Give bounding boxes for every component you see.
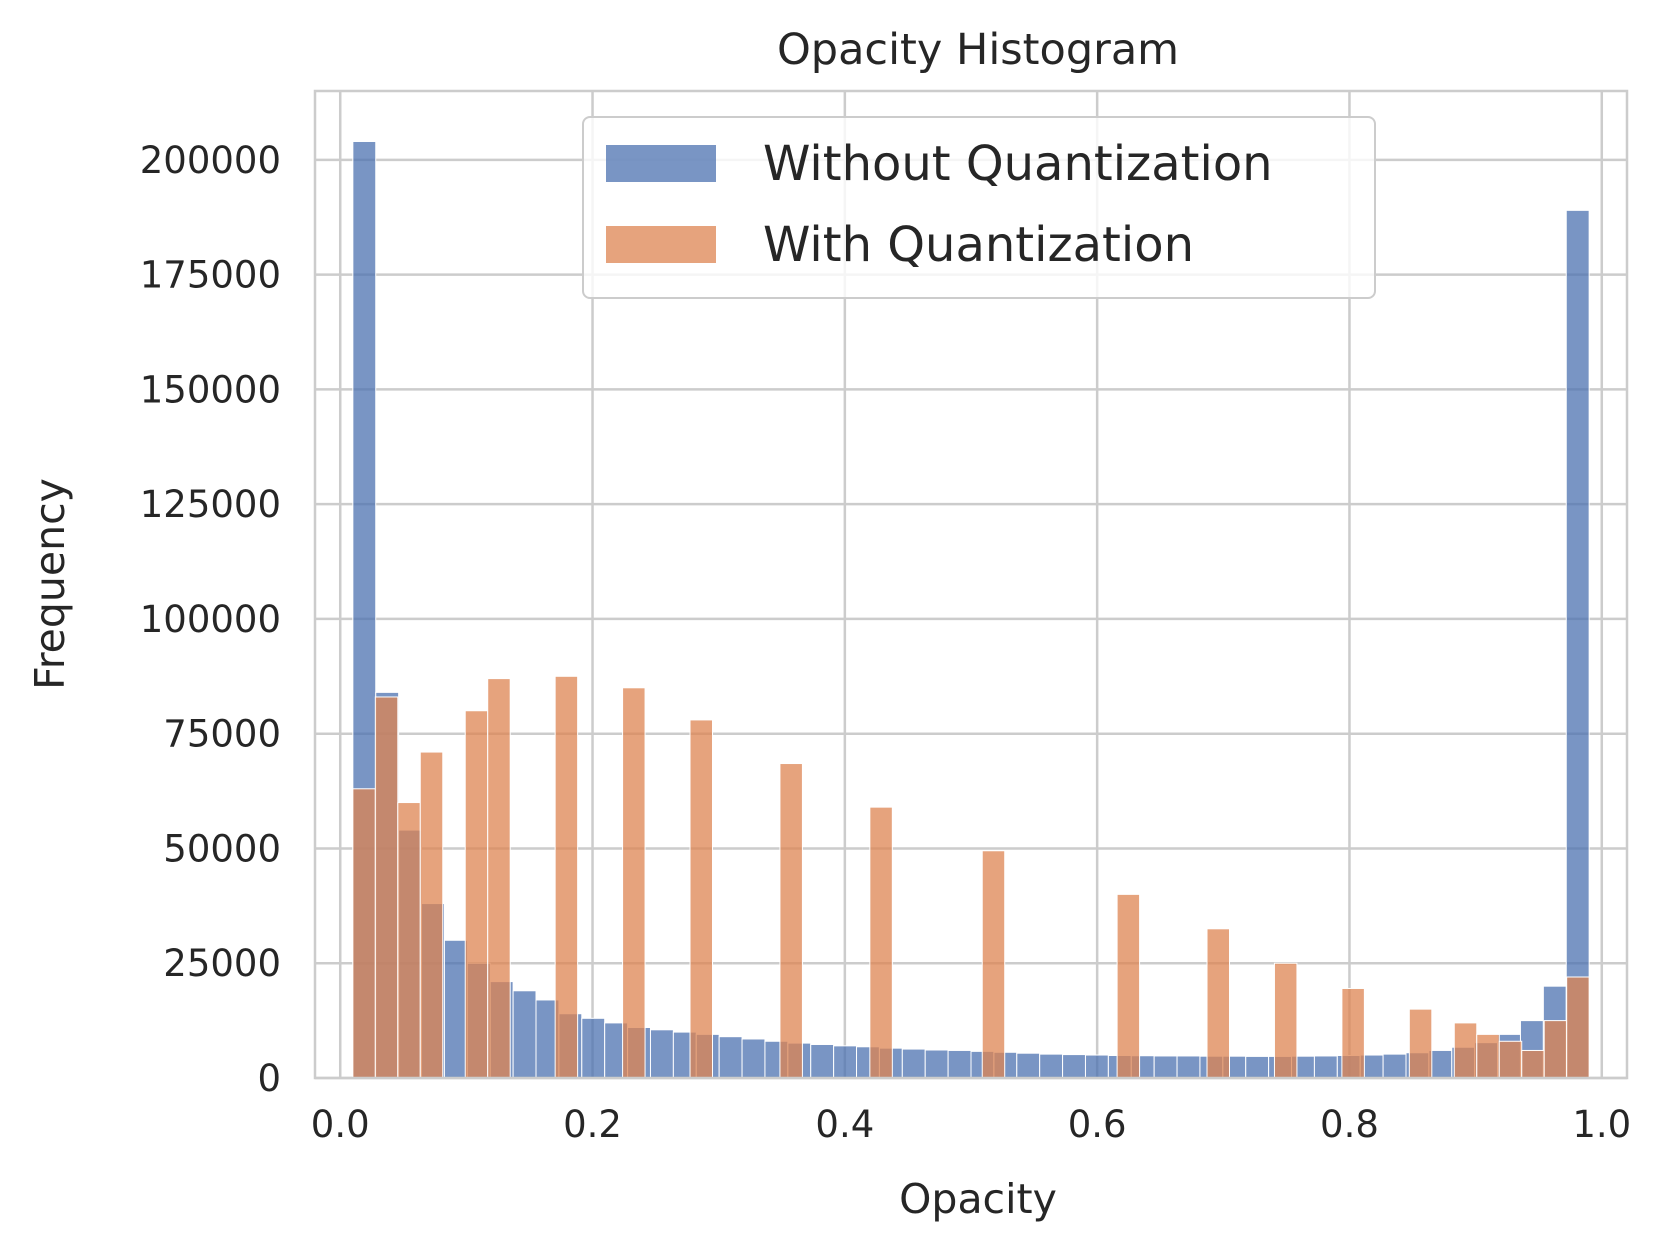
histogram-bar-series-1 <box>352 788 376 1079</box>
histogram-bar-series-0 <box>833 1045 858 1079</box>
histogram-bar-series-0 <box>1176 1055 1201 1079</box>
y-tick-label: 75000 <box>163 713 281 756</box>
histogram-bar-series-1 <box>1453 1022 1478 1079</box>
histogram-bar-series-1 <box>1566 976 1590 1079</box>
legend-label-without-quantization: Without Quantization <box>763 136 1273 192</box>
histogram-bar-series-1 <box>689 719 713 1079</box>
histogram-bar-series-1 <box>622 687 646 1079</box>
histogram-bar-series-0 <box>1313 1055 1338 1079</box>
histogram-bar-series-0 <box>1428 1049 1453 1079</box>
histogram-bar-series-0 <box>718 1036 743 1079</box>
histogram-bar-series-0 <box>1565 209 1590 1079</box>
y-tick-label: 50000 <box>163 827 281 870</box>
histogram-bar-series-0 <box>649 1029 674 1079</box>
legend-swatch-without-quantization <box>606 145 716 182</box>
x-tick-label: 0.6 <box>1068 1103 1127 1146</box>
x-tick-labels: 0.0 0.2 0.4 0.6 0.8 1.0 <box>311 1103 1631 1146</box>
legend: Without Quantization With Quantization <box>582 116 1376 299</box>
x-axis-label: Opacity <box>899 1175 1057 1223</box>
y-tick-label: 200000 <box>140 139 281 182</box>
y-tick-label: 25000 <box>163 942 281 985</box>
y-tick-label: 125000 <box>140 483 281 526</box>
histogram-bar-series-1 <box>1206 928 1231 1079</box>
histogram-bar-series-1 <box>419 751 444 1079</box>
histogram-bar-series-0 <box>581 1017 606 1079</box>
histogram-bar-series-1 <box>1498 1040 1523 1079</box>
histogram-bar-series-0 <box>1245 1055 1270 1079</box>
histogram-bar-series-1 <box>1273 962 1298 1079</box>
x-tick-label: 0.8 <box>1320 1103 1379 1146</box>
histogram-bar-series-1 <box>1341 987 1365 1079</box>
histogram-bar-series-0 <box>1039 1053 1064 1079</box>
x-tick-label: 0.0 <box>311 1103 370 1146</box>
histogram-bar-series-1 <box>1476 1033 1500 1079</box>
histogram-bar-series-1 <box>374 696 399 1079</box>
histogram-bar-series-1 <box>1543 1020 1568 1079</box>
legend-box <box>582 116 1376 299</box>
histogram-bar-series-1 <box>464 710 489 1079</box>
histogram-bar-series-0 <box>1062 1054 1086 1079</box>
y-tick-label: 0 <box>257 1057 281 1100</box>
y-tick-label: 100000 <box>140 598 281 641</box>
y-tick-label: 150000 <box>140 368 281 411</box>
y-tick-labels: 0 25000 50000 75000 100000 125000 150000 175000… <box>140 139 281 1100</box>
histogram-bar-series-0 <box>947 1049 972 1079</box>
histogram-bar-series-1 <box>1408 1008 1433 1079</box>
histogram-bar-series-0 <box>1382 1053 1407 1079</box>
histogram-bar-series-0 <box>512 990 537 1079</box>
histogram-bar-series-1 <box>981 850 1006 1079</box>
x-tick-label: 0.4 <box>815 1103 874 1146</box>
histogram-bar-series-0 <box>443 939 468 1079</box>
histogram-bar-series-1 <box>487 678 511 1079</box>
histogram-bar-series-0 <box>1153 1055 1178 1079</box>
histogram-bar-series-1 <box>397 802 421 1079</box>
histogram-bar-series-1 <box>779 763 803 1079</box>
histogram-bar-series-1 <box>869 806 893 1079</box>
y-tick-label: 175000 <box>140 254 281 297</box>
chart-title: Opacity Histogram <box>777 25 1179 75</box>
histogram-bar-series-1 <box>1116 893 1141 1079</box>
histogram-bar-series-0 <box>924 1049 949 1079</box>
x-tick-label: 0.2 <box>563 1103 622 1146</box>
legend-swatch-with-quantization <box>606 226 716 263</box>
x-tick-label: 1.0 <box>1572 1103 1631 1146</box>
histogram-bar-series-1 <box>1521 1049 1545 1079</box>
legend-label-with-quantization: With Quantization <box>763 217 1194 273</box>
histogram-bar-series-0 <box>1084 1054 1109 1079</box>
histogram-bar-series-1 <box>554 675 579 1079</box>
histogram-bar-series-0 <box>1016 1052 1041 1079</box>
histogram-bar-series-0 <box>810 1043 835 1079</box>
histogram-bar-series-0 <box>901 1048 926 1079</box>
histogram-bar-series-0 <box>741 1038 766 1079</box>
y-axis-label: Frequency <box>26 478 74 690</box>
plot-frame <box>313 89 1629 1080</box>
